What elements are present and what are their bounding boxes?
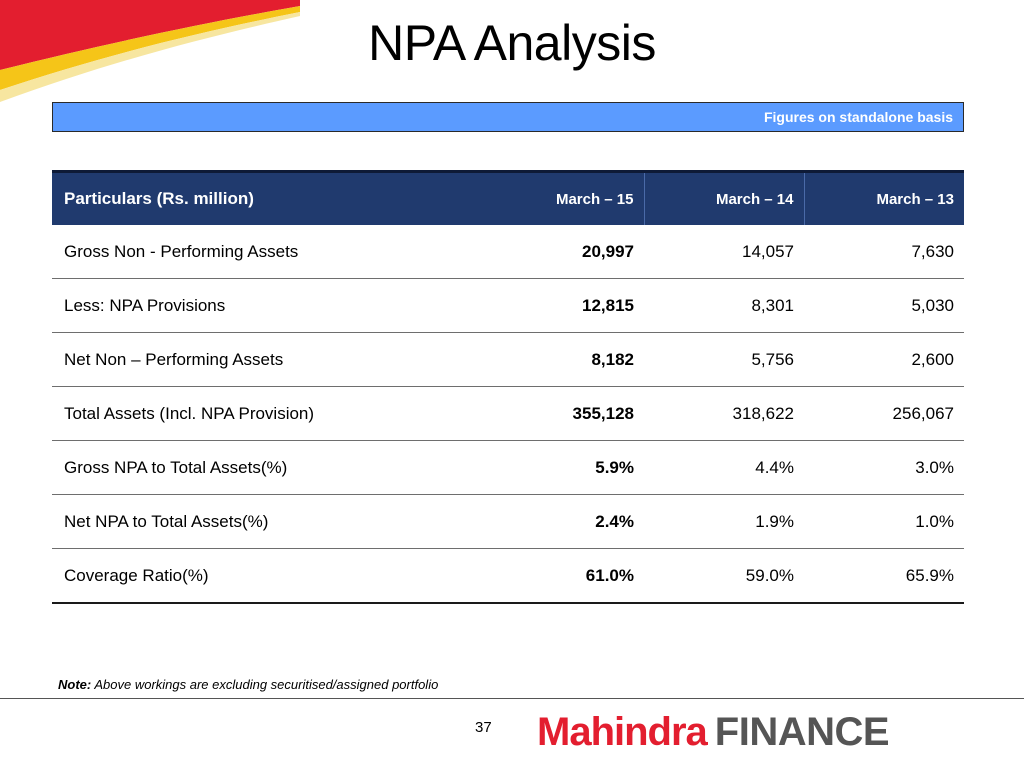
cell-march-15: 8,182 [484, 332, 644, 387]
row-label: Less: NPA Provisions [52, 278, 484, 333]
page-title: NPA Analysis [368, 15, 656, 71]
cell-march-13: 7,630 [804, 225, 964, 279]
cell-march-13: 65.9% [804, 548, 964, 604]
cell-march-14: 1.9% [644, 494, 804, 549]
cell-march-14: 318,622 [644, 386, 804, 441]
row-label: Gross Non - Performing Assets [52, 225, 484, 279]
cell-march-13: 256,067 [804, 386, 964, 441]
npa-table: Particulars (Rs. million) March – 15 Mar… [52, 170, 964, 604]
banner-text: Figures on standalone basis [763, 109, 953, 125]
row-label: Net NPA to Total Assets(%) [52, 494, 484, 549]
row-label: Coverage Ratio(%) [52, 548, 484, 604]
cell-march-13: 1.0% [804, 494, 964, 549]
row-label: Gross NPA to Total Assets(%) [52, 440, 484, 495]
table-row: Gross Non - Performing Assets 20,997 14,… [52, 225, 964, 279]
cell-march-13: 3.0% [804, 440, 964, 495]
table-row: Net NPA to Total Assets(%) 2.4% 1.9% 1.0… [52, 494, 964, 549]
cell-march-14: 59.0% [644, 548, 804, 604]
footnote: Note: Above workings are excluding secur… [58, 677, 438, 692]
table-row: Total Assets (Incl. NPA Provision) 355,1… [52, 386, 964, 441]
row-label: Net Non – Performing Assets [52, 332, 484, 387]
cell-march-13: 2,600 [804, 332, 964, 387]
mahindra-finance-logo: Mahindra FINANCE [537, 710, 890, 754]
logo-brand-text: Mahindra [537, 710, 708, 754]
table-row: Less: NPA Provisions 12,815 8,301 5,030 [52, 278, 964, 333]
cell-march-14: 4.4% [644, 440, 804, 495]
table-row: Coverage Ratio(%) 61.0% 59.0% 65.9% [52, 548, 964, 604]
cell-march-15: 5.9% [484, 440, 644, 495]
header-particulars: Particulars (Rs. million) [52, 170, 484, 225]
cell-march-15: 61.0% [484, 548, 644, 604]
footer-divider [0, 698, 1024, 699]
header-march-13: March – 13 [803, 170, 964, 225]
note-label: Note: [58, 677, 92, 692]
cell-march-15: 2.4% [484, 494, 644, 549]
header-march-14: March – 14 [643, 170, 804, 225]
table-row: Gross NPA to Total Assets(%) 5.9% 4.4% 3… [52, 440, 964, 495]
table-header-row: Particulars (Rs. million) March – 15 Mar… [52, 170, 964, 225]
standalone-banner: Figures on standalone basis [52, 102, 964, 132]
note-text: Above workings are excluding securitised… [91, 677, 439, 692]
cell-march-14: 8,301 [644, 278, 804, 333]
cell-march-14: 5,756 [644, 332, 804, 387]
cell-march-15: 20,997 [484, 225, 644, 279]
header-march-15: March – 15 [484, 170, 644, 225]
cell-march-15: 355,128 [484, 386, 644, 441]
row-label: Total Assets (Incl. NPA Provision) [52, 386, 484, 441]
cell-march-14: 14,057 [644, 225, 804, 279]
table-row: Net Non – Performing Assets 8,182 5,756 … [52, 332, 964, 387]
corner-swoosh-decoration [0, 0, 300, 102]
page-number: 37 [475, 719, 492, 736]
cell-march-13: 5,030 [804, 278, 964, 333]
logo-sub-text: FINANCE [714, 710, 890, 754]
cell-march-15: 12,815 [484, 278, 644, 333]
